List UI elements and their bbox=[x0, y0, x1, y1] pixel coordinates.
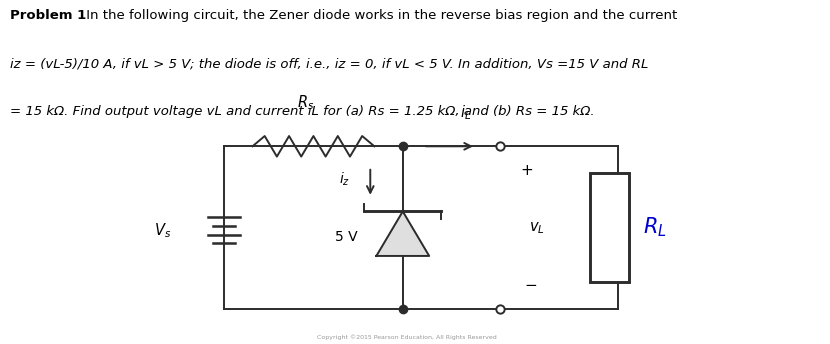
Text: $i_L$: $i_L$ bbox=[460, 104, 471, 122]
Text: Copyright ©2015 Pearson Education, All Rights Reserved: Copyright ©2015 Pearson Education, All R… bbox=[317, 334, 496, 340]
Polygon shape bbox=[376, 212, 429, 256]
Text: $R_s$: $R_s$ bbox=[296, 93, 314, 112]
Text: −: − bbox=[525, 278, 537, 292]
Text: In the following circuit, the Zener diode works in the reverse bias region and t: In the following circuit, the Zener diod… bbox=[82, 9, 677, 22]
Text: $v_L$: $v_L$ bbox=[529, 220, 544, 236]
Text: 5 V: 5 V bbox=[335, 230, 358, 244]
Text: $i_z$: $i_z$ bbox=[339, 170, 350, 187]
Text: Problem 1: Problem 1 bbox=[11, 9, 86, 22]
Text: = 15 kΩ. Find output voltage vL and current iL for (a) Rs = 1.25 kΩ, and (b) Rs : = 15 kΩ. Find output voltage vL and curr… bbox=[11, 105, 595, 118]
Text: iz = (vL-5)/10 A, if vL > 5 V; the diode is off, i.e., iz = 0, if vL < 5 V. In a: iz = (vL-5)/10 A, if vL > 5 V; the diode… bbox=[11, 57, 649, 70]
Text: +: + bbox=[520, 163, 534, 178]
Text: $R_L$: $R_L$ bbox=[643, 216, 667, 239]
Text: $V_s$: $V_s$ bbox=[154, 221, 171, 239]
Bar bbox=[589, 173, 628, 282]
